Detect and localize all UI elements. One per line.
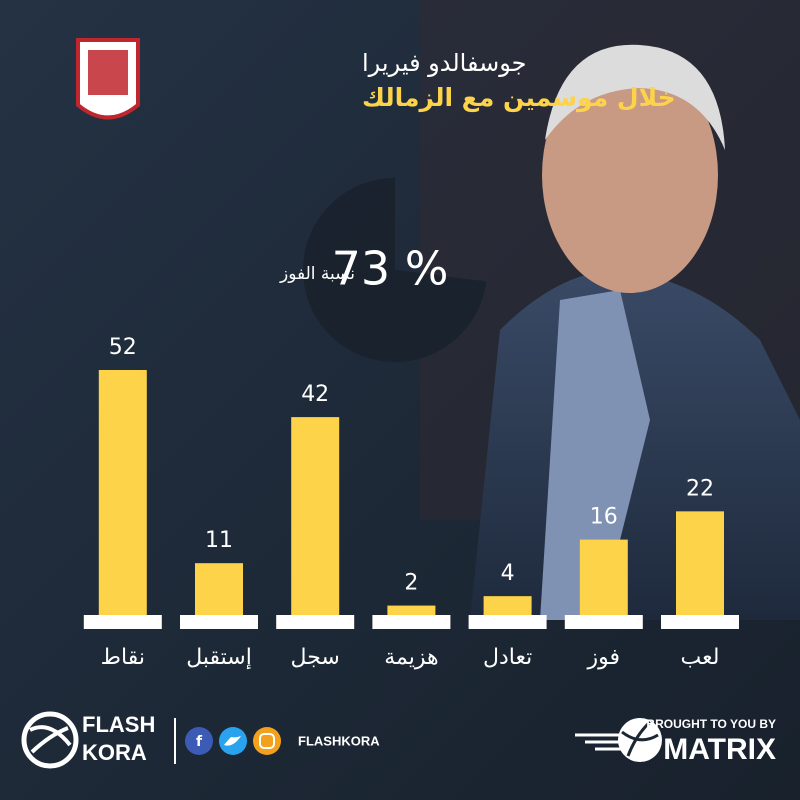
- value-label: 2: [404, 571, 418, 596]
- category-label: فوز: [587, 645, 621, 670]
- bar: [676, 511, 724, 615]
- coach-photo: [420, 0, 800, 620]
- bar-base: [372, 615, 451, 629]
- svg-text:f: f: [196, 734, 203, 750]
- sponsor: MATRIX: [663, 733, 776, 766]
- bar-base: [564, 615, 643, 629]
- footer: f: [21, 711, 662, 769]
- subtitle: خلال موسمين مع الزمالك: [362, 83, 676, 113]
- bar: [579, 539, 628, 615]
- win-rate-arc: [303, 178, 487, 363]
- category-label: إستقبل: [186, 645, 252, 670]
- value-label: 16: [590, 505, 618, 530]
- value-label: 52: [109, 335, 137, 360]
- bar: [291, 417, 340, 615]
- category-label: لعب: [681, 645, 720, 670]
- bar: [195, 563, 243, 615]
- brand-bottom: KORA: [82, 740, 147, 765]
- bar: [98, 370, 147, 615]
- bar-base: [276, 615, 355, 629]
- title: جوسفالدو فيريرا: [362, 49, 526, 77]
- value-label: 22: [686, 476, 714, 501]
- sponsor-caption: BROUGHT TO YOU BY: [646, 717, 776, 731]
- bar: [483, 596, 532, 615]
- value-label: 4: [501, 561, 515, 586]
- win-rate-label: نسبة الفوز: [279, 264, 355, 284]
- category-label: تعادل: [483, 645, 532, 670]
- bar: [387, 605, 436, 615]
- bar-base: [83, 615, 162, 629]
- club-logo: [76, 38, 140, 120]
- bar-base: [661, 615, 739, 629]
- value-label: 11: [205, 528, 233, 553]
- category-label: سجل: [291, 645, 340, 670]
- win-rate: 73 %: [332, 242, 449, 296]
- handle: FLASHKORA: [298, 733, 380, 748]
- category-label: هزيمة: [384, 645, 438, 670]
- brand-top: FLASH: [82, 712, 155, 737]
- category-label: نقاط: [101, 645, 145, 670]
- value-label: 42: [301, 382, 329, 407]
- bar-base: [180, 615, 258, 629]
- bar-base: [468, 615, 547, 629]
